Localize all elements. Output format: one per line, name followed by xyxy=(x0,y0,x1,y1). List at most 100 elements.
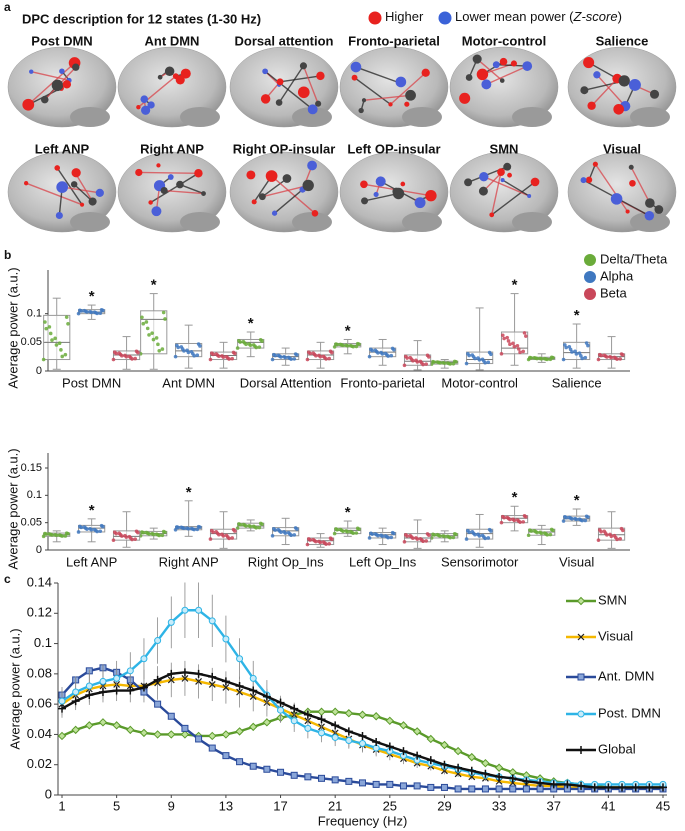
significance: * xyxy=(345,322,351,339)
point-decoration xyxy=(101,308,105,313)
point-decoration xyxy=(392,347,396,352)
point-decoration xyxy=(76,311,81,316)
point-decoration xyxy=(54,343,59,347)
connection xyxy=(355,66,402,85)
point-decoration xyxy=(47,325,52,329)
point-decoration xyxy=(76,530,81,534)
node xyxy=(40,95,49,104)
connection xyxy=(73,183,94,203)
point-decoration xyxy=(140,315,144,320)
point-decoration xyxy=(66,531,70,536)
marker xyxy=(659,783,667,792)
marker xyxy=(208,672,217,681)
node xyxy=(530,177,540,187)
point-decoration xyxy=(60,354,65,359)
state-title: Dorsal attention xyxy=(235,33,334,48)
point-decoration xyxy=(289,533,293,538)
point-decoration xyxy=(308,351,312,356)
significance: * xyxy=(89,502,95,519)
marker xyxy=(576,596,586,606)
point-decoration xyxy=(402,363,407,368)
point-decoration xyxy=(489,529,493,533)
x-tick-label: 17 xyxy=(273,798,287,813)
node xyxy=(350,61,362,73)
cerebellum xyxy=(292,107,332,127)
y-tick-label: 0 xyxy=(45,786,52,801)
connection xyxy=(491,171,502,215)
x-tick-label: 33 xyxy=(492,798,506,813)
marker xyxy=(126,725,135,735)
node xyxy=(167,174,174,180)
x-tick-label: 45 xyxy=(656,798,670,813)
node xyxy=(307,104,318,115)
point-decoration xyxy=(221,534,226,538)
point-decoration xyxy=(599,353,603,358)
point-decoration xyxy=(98,529,103,534)
y-tick-label: 0.06 xyxy=(27,696,52,711)
node xyxy=(297,86,310,99)
category-label: Salience xyxy=(552,375,602,390)
point-decoration xyxy=(248,343,253,348)
point-decoration xyxy=(621,528,625,533)
marker xyxy=(413,782,421,790)
point-decoration xyxy=(147,532,151,536)
node xyxy=(503,162,512,171)
legend-label: Beta xyxy=(600,285,628,300)
marker xyxy=(440,760,449,769)
marker xyxy=(344,727,353,736)
marker xyxy=(359,779,366,787)
node xyxy=(271,210,278,216)
legend-label: Global xyxy=(598,741,636,756)
point-decoration xyxy=(415,537,420,541)
significance: * xyxy=(89,288,95,305)
point-decoration xyxy=(314,539,318,544)
connection xyxy=(279,75,321,83)
node xyxy=(56,181,69,193)
point-decoration xyxy=(370,348,374,353)
point-decoration xyxy=(564,515,568,520)
marker xyxy=(139,683,148,692)
marker xyxy=(426,734,436,744)
connection xyxy=(594,163,629,212)
marker xyxy=(85,691,94,700)
node xyxy=(527,193,532,198)
point-decoration xyxy=(551,528,555,533)
marker xyxy=(167,712,175,720)
connection xyxy=(302,65,319,104)
point-decoration xyxy=(427,533,431,537)
marker xyxy=(413,751,422,760)
point-decoration xyxy=(89,527,94,532)
marker xyxy=(98,718,108,727)
node xyxy=(160,186,168,195)
point-decoration xyxy=(451,535,456,540)
point-decoration xyxy=(609,355,614,360)
node xyxy=(492,61,500,69)
node xyxy=(147,101,155,109)
point-decoration xyxy=(144,320,149,324)
point-decoration xyxy=(124,354,129,359)
connection xyxy=(502,179,530,197)
connection xyxy=(630,166,651,204)
point-decoration xyxy=(506,339,511,343)
point-decoration xyxy=(357,342,361,346)
node xyxy=(618,75,630,87)
point-decoration xyxy=(574,352,579,356)
node xyxy=(592,161,598,167)
node xyxy=(141,105,151,115)
point-decoration xyxy=(186,350,191,355)
marker xyxy=(235,681,244,690)
point-decoration xyxy=(157,348,162,353)
marker xyxy=(454,763,463,772)
marker xyxy=(249,686,258,695)
point-decoration xyxy=(305,542,310,547)
marker xyxy=(154,637,162,645)
node xyxy=(148,200,153,205)
point-decoration xyxy=(512,344,517,349)
x-tick-label: 9 xyxy=(168,798,175,813)
point-decoration xyxy=(332,531,337,536)
marker xyxy=(604,783,613,792)
node xyxy=(22,98,35,111)
connection xyxy=(27,62,76,106)
legend-text-part: Z-score xyxy=(573,9,618,24)
